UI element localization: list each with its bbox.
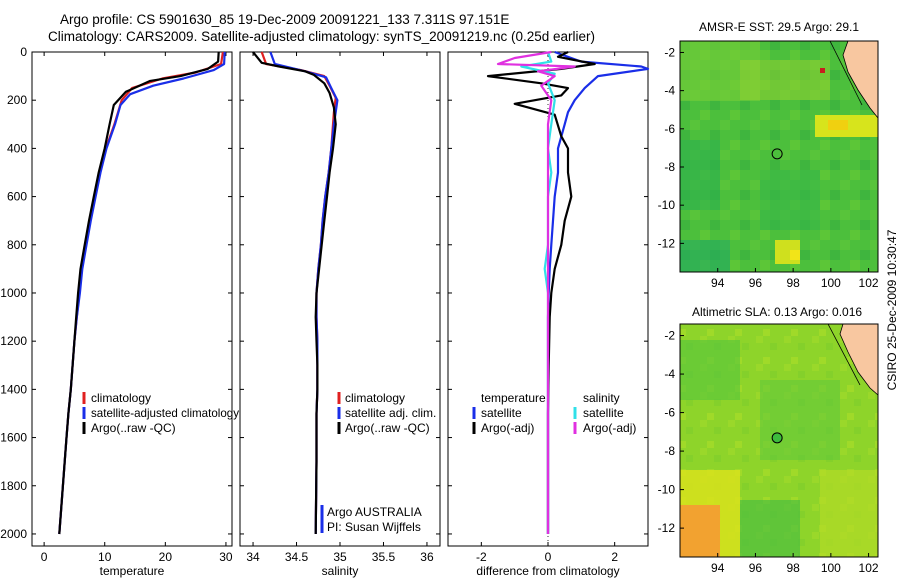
depth-tick-label: 1600 [0, 431, 27, 445]
series-line-argo-raw-qc- [252, 51, 337, 535]
legend-label-climatology: climatology [345, 391, 405, 405]
map-y-tick-label: -10 [658, 198, 676, 212]
credit-line2: PI: Susan Wijffels [327, 520, 421, 534]
sst-map-frame [679, 40, 879, 273]
map-y-tick-label: -12 [658, 236, 676, 250]
legend-heading-salinity: salinity [583, 391, 620, 405]
temperature-plot-frame [31, 51, 233, 547]
sst-map-title: AMSR-E SST: 29.5 Argo: 29.1 [699, 20, 859, 34]
legend-heading-temperature: temperature [481, 391, 546, 405]
difference-xlabel: difference from climatology [476, 564, 619, 578]
sla-map-ticks: 94 96 98 100 102 -2 -4 -6 -8 -10 -12 [658, 329, 879, 575]
map-y-tick-label: -10 [658, 483, 676, 497]
map-x-tick-label: 94 [711, 561, 725, 575]
land-mass [842, 41, 878, 119]
x-tick-label: 30 [219, 550, 233, 564]
depth-tick-label: 2000 [0, 527, 27, 541]
map-y-tick-label: -4 [664, 367, 675, 381]
depth-tick-label: 1800 [0, 479, 27, 493]
depth-tick-label: 800 [7, 238, 27, 252]
depth-tick-label: 0 [20, 45, 27, 59]
depth-tick-label: 400 [7, 141, 27, 155]
depth-tick-label: 200 [7, 93, 27, 107]
map-x-tick-label: 102 [859, 561, 879, 575]
legend-label-temp-satellite: satellite [481, 406, 522, 420]
x-tick-label: 34.5 [285, 550, 309, 564]
legend-label-sal-satellite: satellite [583, 406, 624, 420]
timestamp: CSIRO 25-Dec-2009 10:30:47 [885, 229, 899, 390]
x-tick-label: 0 [41, 550, 48, 564]
figure-title-line1: Argo profile: CS 5901630_85 19-Dec-2009 … [60, 12, 510, 27]
map-y-tick-label: -2 [664, 329, 675, 343]
x-tick-label: 35.5 [372, 550, 396, 564]
series-line-salinity-argo-adj- [496, 50, 576, 534]
salinity-legend: climatology satellite adj. clim. Argo(..… [337, 391, 436, 435]
map-x-tick-label: 94 [711, 276, 725, 290]
x-tick-label: -2 [476, 550, 487, 564]
map-y-tick-label: -12 [658, 521, 676, 535]
salinity-plot-frame [239, 51, 441, 547]
map-y-tick-label: -6 [664, 406, 675, 420]
legend-label-satellite: satellite adj. clim. [345, 406, 436, 420]
x-tick-label: 36 [420, 550, 434, 564]
series-line-argo-raw-qc- [58, 51, 220, 535]
sla-map-frame [679, 323, 879, 558]
map-y-tick-label: -6 [664, 122, 675, 136]
land-mass [839, 324, 878, 396]
legend-label-argo: Argo(..raw -QC) [345, 421, 430, 435]
depth-tick-label: 600 [7, 190, 27, 204]
legend-label-temp-argo: Argo(-adj) [481, 421, 534, 435]
map-y-tick-label: -8 [664, 160, 675, 174]
x-tick-label: 2 [611, 550, 618, 564]
map-y-tick-label: -8 [664, 444, 675, 458]
sst-float-marker [771, 148, 783, 160]
x-tick-label: 35 [333, 550, 347, 564]
salinity-panel: 34 34.5 35 35.5 36 [240, 51, 440, 564]
x-tick-label: 10 [98, 550, 112, 564]
depth-axis: 0 200 400 600 800 1000 1200 1400 1600 1800 2000 [0, 45, 27, 541]
legend-label-sal-argo: Argo(-adj) [583, 421, 636, 435]
map-x-tick-label: 102 [859, 276, 879, 290]
series-line-temperature-argo-adj- [486, 51, 596, 534]
difference-legend: temperature satellite Argo(-adj) salinit… [472, 391, 636, 435]
legend-label-argo: Argo(..raw -QC) [91, 421, 176, 435]
legend-label-satellite-adjusted: satellite-adjusted climatology [91, 406, 239, 420]
sla-float-marker [771, 432, 783, 444]
depth-tick-label: 1000 [0, 286, 27, 300]
temperature-panel: 0 10 20 30 [32, 51, 233, 564]
x-tick-label: 20 [159, 550, 173, 564]
map-y-tick-label: -2 [664, 45, 675, 59]
x-tick-label: 0 [545, 550, 552, 564]
depth-tick-label: 1400 [0, 382, 27, 396]
sla-map-title: Altimetric SLA: 0.13 Argo: 0.016 [692, 305, 862, 319]
credit-line1: Argo AUSTRALIA [327, 505, 422, 519]
map-x-tick-label: 98 [786, 561, 800, 575]
map-y-tick-label: -4 [664, 84, 675, 98]
temperature-xlabel: temperature [100, 564, 165, 578]
salinity-xlabel: salinity [322, 564, 359, 578]
temperature-legend: climatology satellite-adjusted climatolo… [82, 391, 239, 435]
map-x-tick-label: 96 [749, 561, 763, 575]
map-x-tick-label: 98 [786, 276, 800, 290]
difference-panel: -2 0 2 [448, 50, 650, 564]
sst-map-field [680, 41, 878, 272]
figure-title-line2: Climatology: CARS2009. Satellite-adjuste… [48, 29, 596, 44]
x-tick-label: 34 [246, 550, 260, 564]
legend-label-climatology: climatology [91, 391, 151, 405]
depth-tick-label: 1200 [0, 334, 27, 348]
map-x-tick-label: 100 [821, 276, 841, 290]
map-x-tick-label: 96 [749, 276, 763, 290]
sst-map-ticks: 94 96 98 100 102 -2 -4 -6 -8 -10 -12 [658, 45, 879, 290]
map-x-tick-label: 100 [821, 561, 841, 575]
series-line-salinity-satellite [520, 51, 556, 534]
